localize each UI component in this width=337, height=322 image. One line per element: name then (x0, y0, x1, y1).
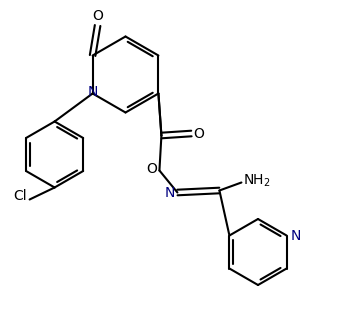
Text: N: N (290, 229, 301, 242)
Text: O: O (193, 127, 204, 140)
Text: N: N (87, 84, 98, 99)
Text: N: N (165, 185, 176, 200)
Text: Cl: Cl (13, 188, 27, 203)
Text: O: O (92, 8, 103, 23)
Text: O: O (147, 162, 157, 175)
Text: NH$_2$: NH$_2$ (243, 172, 271, 189)
